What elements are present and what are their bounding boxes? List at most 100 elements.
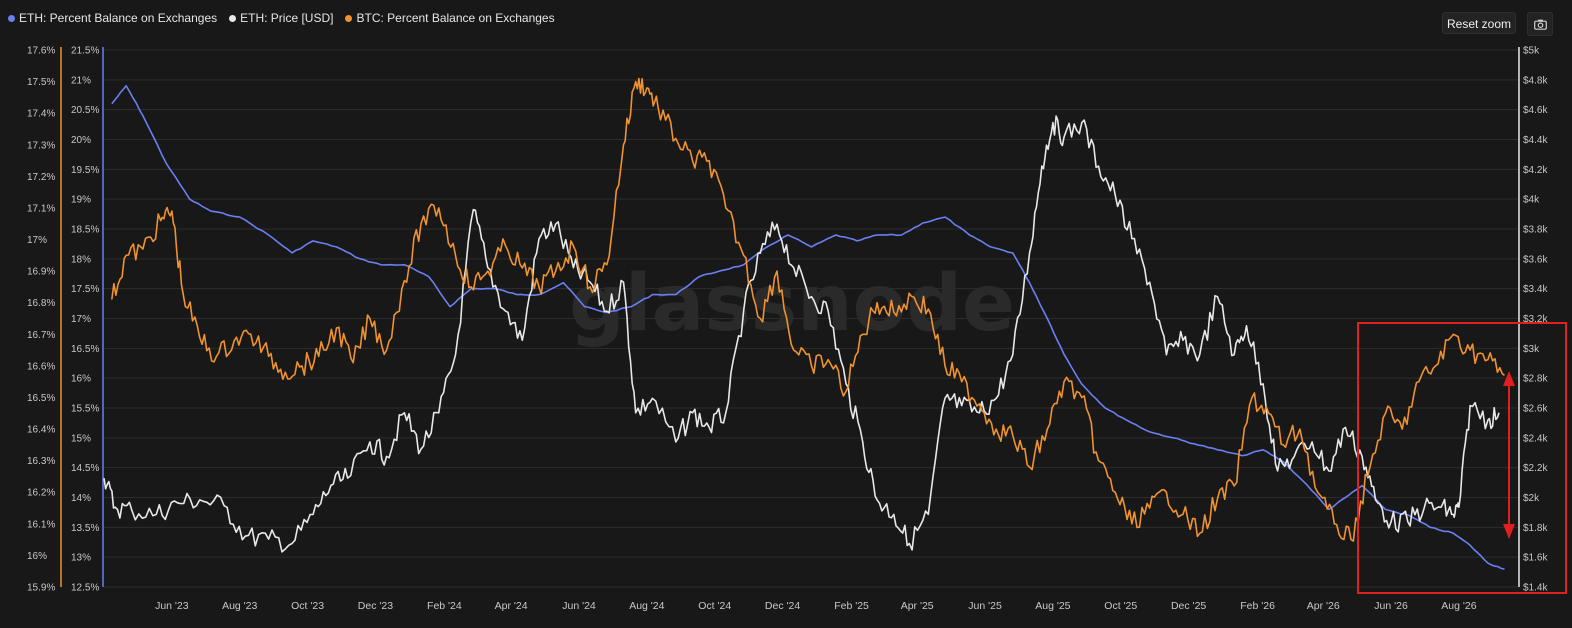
x-tick-label: Jun '25 bbox=[968, 600, 1002, 612]
reset-zoom-button[interactable]: Reset zoom bbox=[1442, 12, 1516, 34]
y-tick-label-price: $4k bbox=[1523, 195, 1540, 206]
y-tick-label-btc: 17% bbox=[27, 235, 47, 246]
y-tick-label-btc: 16% bbox=[27, 551, 47, 562]
highlight-box bbox=[1357, 322, 1567, 594]
y-tick-label-price: $3.8k bbox=[1523, 225, 1548, 236]
chart-legend: ETH: Percent Balance on Exchanges ETH: P… bbox=[8, 11, 555, 25]
y-tick-label-eth-balance: 14.5% bbox=[71, 463, 99, 474]
y-tick-label-price: $2.6k bbox=[1523, 404, 1548, 415]
y-tick-label-price: $3.2k bbox=[1523, 314, 1548, 325]
y-tick-label-btc: 17.2% bbox=[27, 172, 55, 183]
y-tick-label-eth-balance: 13.5% bbox=[71, 523, 99, 534]
series-layer bbox=[103, 77, 1505, 570]
x-tick-label: Apr '25 bbox=[901, 600, 934, 612]
y-tick-label-price: $2.8k bbox=[1523, 374, 1548, 385]
y-tick-label-btc: 16.2% bbox=[27, 488, 55, 499]
legend-item-btc-balance[interactable]: BTC: Percent Balance on Exchanges bbox=[345, 11, 555, 25]
x-tick-label: Oct '23 bbox=[291, 600, 324, 612]
y-tick-label-btc: 17.3% bbox=[27, 140, 55, 151]
eth-balance-line[interactable] bbox=[111, 85, 1505, 570]
y-tick-label-eth-balance: 15% bbox=[71, 433, 91, 444]
y-tick-label-price: $3.6k bbox=[1523, 254, 1548, 265]
x-tick-label: Apr '24 bbox=[495, 600, 528, 612]
x-tick-label: Aug '24 bbox=[629, 600, 664, 612]
y-tick-label-btc: 16.7% bbox=[27, 330, 55, 341]
x-tick-label: Apr '26 bbox=[1307, 600, 1340, 612]
y-tick-label-price: $1.6k bbox=[1523, 553, 1548, 564]
legend-label-btc-balance: BTC: Percent Balance on Exchanges bbox=[356, 11, 555, 25]
y-tick-label-btc: 17.5% bbox=[27, 77, 55, 88]
y-tick-label-price: $2.4k bbox=[1523, 433, 1548, 444]
y-tick-label-btc: 16.9% bbox=[27, 267, 55, 278]
camera-button[interactable] bbox=[1527, 12, 1553, 36]
y-tick-label-btc: 16.4% bbox=[27, 425, 55, 436]
y-tick-label-eth-balance: 17.5% bbox=[71, 284, 99, 295]
axes: $5k $4.8k $4.6k $4.4k $4.2k $4k $3.8k $3.6k $3.4… bbox=[27, 46, 1548, 613]
x-tick-label: Oct '24 bbox=[698, 600, 731, 612]
y-tick-label-btc: 16.1% bbox=[27, 519, 55, 530]
y-tick-label-eth-balance: 20% bbox=[71, 135, 91, 146]
legend-label-eth-price: ETH: Price [USD] bbox=[240, 11, 334, 25]
eth-price-line[interactable] bbox=[103, 115, 1500, 553]
y-tick-label-btc: 16.6% bbox=[27, 361, 55, 372]
y-tick-label-price: $1.4k bbox=[1523, 583, 1548, 594]
legend-item-eth-price[interactable]: ETH: Price [USD] bbox=[229, 11, 333, 25]
y-tick-label-price: $4.8k bbox=[1523, 75, 1548, 86]
y-tick-label-price: $1.8k bbox=[1523, 523, 1548, 534]
y-tick-label-price: $5k bbox=[1523, 46, 1540, 57]
y-tick-label-price: $4.2k bbox=[1523, 165, 1548, 176]
legend-label-eth-balance: ETH: Percent Balance on Exchanges bbox=[19, 11, 218, 25]
y-tick-label-price: $2.2k bbox=[1523, 463, 1548, 474]
y-tick-label-btc: 16.5% bbox=[27, 393, 55, 404]
y-tick-label-price: $3k bbox=[1523, 344, 1540, 355]
x-tick-label: Feb '24 bbox=[427, 600, 462, 612]
legend-dot-eth-price bbox=[229, 14, 237, 22]
y-tick-label-price: $4.6k bbox=[1523, 105, 1548, 116]
y-tick-label-eth-balance: 21.5% bbox=[71, 46, 99, 57]
y-tick-label-eth-balance: 13% bbox=[71, 553, 91, 564]
legend-item-eth-balance[interactable]: ETH: Percent Balance on Exchanges bbox=[8, 11, 217, 25]
x-tick-label: Oct '25 bbox=[1104, 600, 1137, 612]
y-tick-label-btc: 17.6% bbox=[27, 46, 55, 57]
y-tick-label-eth-balance: 19.5% bbox=[71, 165, 99, 176]
x-tick-label: Dec '24 bbox=[765, 600, 800, 612]
x-tick-label: Aug '26 bbox=[1441, 600, 1476, 612]
legend-dot-eth-balance bbox=[8, 14, 15, 22]
y-tick-label-eth-balance: 15.5% bbox=[71, 404, 99, 415]
x-tick-label: Dec '23 bbox=[358, 600, 393, 612]
y-tick-label-eth-balance: 14% bbox=[71, 493, 91, 504]
x-tick-label: Jun '26 bbox=[1374, 600, 1408, 612]
y-tick-label-eth-balance: 21% bbox=[71, 75, 91, 86]
grid-lines bbox=[104, 49, 1519, 588]
x-tick-label: Jun '24 bbox=[562, 600, 596, 612]
y-tick-label-eth-balance: 20.5% bbox=[71, 105, 99, 116]
x-tick-label: Dec '25 bbox=[1171, 600, 1206, 612]
y-tick-label-eth-balance: 18% bbox=[71, 254, 91, 265]
legend-dot-btc-balance bbox=[345, 14, 353, 22]
y-tick-label-btc: 17.4% bbox=[27, 109, 55, 120]
x-tick-label: Aug '25 bbox=[1035, 600, 1070, 612]
highlight-arrow-head-top bbox=[1503, 371, 1515, 386]
y-tick-label-price: $3.4k bbox=[1523, 284, 1548, 295]
y-tick-label-eth-balance: 16.5% bbox=[71, 344, 99, 355]
highlight-arrow-head-bottom bbox=[1503, 524, 1515, 539]
y-tick-label-eth-balance: 12.5% bbox=[71, 583, 99, 594]
y-tick-label-btc: 15.9% bbox=[27, 583, 55, 594]
x-tick-label: Feb '26 bbox=[1240, 600, 1275, 612]
x-tick-label: Jun '23 bbox=[155, 600, 189, 612]
y-tick-label-eth-balance: 18.5% bbox=[71, 225, 99, 236]
y-tick-label-btc: 16.3% bbox=[27, 456, 55, 467]
highlight-annotation bbox=[1357, 322, 1567, 594]
y-tick-label-eth-balance: 17% bbox=[71, 314, 91, 325]
x-tick-label: Feb '25 bbox=[834, 600, 869, 612]
y-tick-label-btc: 17.1% bbox=[27, 203, 55, 214]
y-tick-label-eth-balance: 19% bbox=[71, 195, 91, 206]
camera-icon bbox=[1533, 19, 1547, 30]
y-tick-label-price: $2k bbox=[1523, 493, 1540, 504]
y-tick-label-eth-balance: 16% bbox=[71, 374, 91, 385]
x-tick-label: Aug '23 bbox=[222, 600, 257, 612]
btc-balance-line[interactable] bbox=[111, 77, 1505, 542]
watermark-text: glassnode bbox=[569, 259, 1015, 349]
y-tick-label-btc: 16.8% bbox=[27, 298, 55, 309]
